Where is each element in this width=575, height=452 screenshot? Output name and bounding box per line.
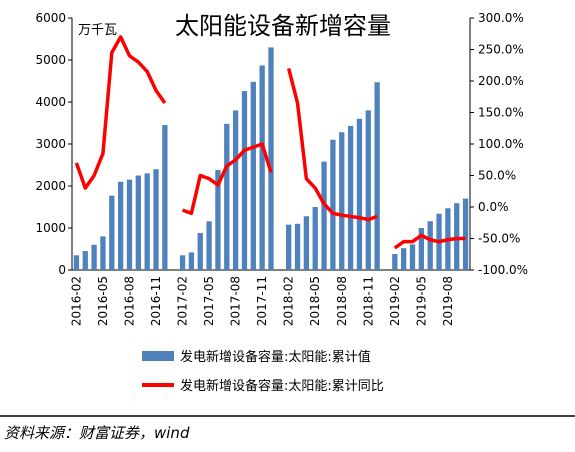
bar xyxy=(82,251,88,270)
bar xyxy=(268,47,274,271)
x-tick-label: 2019-08 xyxy=(441,276,455,326)
bar xyxy=(409,244,416,270)
bar xyxy=(294,223,301,270)
x-tick-label: 2018-08 xyxy=(335,276,349,326)
bar xyxy=(259,65,265,271)
bar xyxy=(392,254,398,270)
y-tick-label: 6000 xyxy=(35,11,66,25)
bar xyxy=(241,91,248,270)
x-tick-label: 2019-02 xyxy=(388,276,402,326)
x-tick-label: 2018-05 xyxy=(308,276,322,326)
bar xyxy=(162,125,168,270)
bar xyxy=(356,118,363,270)
line xyxy=(74,35,466,250)
bar xyxy=(330,139,336,270)
bar xyxy=(117,181,124,270)
bar xyxy=(197,233,203,270)
bar xyxy=(462,198,469,270)
legend-label: 发电新增设备容量:太阳能:累计同比 xyxy=(180,378,384,394)
bar xyxy=(188,252,195,270)
bar xyxy=(303,216,310,270)
bar xyxy=(286,224,292,270)
y2-tick-label: -100.0% xyxy=(478,263,528,277)
bar xyxy=(250,81,256,270)
bar xyxy=(73,255,80,270)
chart-title: 太阳能设备新增容量 xyxy=(175,12,391,40)
x-tick-label: 2017-08 xyxy=(229,276,243,326)
bar xyxy=(232,110,239,271)
y2-tick-label: 250.0% xyxy=(478,43,524,57)
legend-label: 发电新增设备容量:太阳能:累计值 xyxy=(180,349,371,365)
y-tick-label: 3000 xyxy=(35,137,66,151)
bar xyxy=(347,125,354,270)
y-tick-label: 4000 xyxy=(35,95,66,109)
y-tick-label: 1000 xyxy=(35,221,66,235)
bar xyxy=(215,170,221,270)
bar xyxy=(374,82,380,270)
x-tick-label: 2016-11 xyxy=(149,276,163,326)
source: 资料来源：财富证券，wind xyxy=(4,424,190,442)
bar xyxy=(153,169,159,270)
bar xyxy=(126,179,133,270)
bar xyxy=(339,132,345,270)
x-tick-label: 2016-02 xyxy=(69,276,83,326)
unit-label: 万千瓦 xyxy=(78,23,117,38)
bar xyxy=(91,244,97,270)
x-tick-label: 2017-05 xyxy=(202,276,216,326)
bar xyxy=(100,236,106,270)
bar xyxy=(135,175,141,270)
bar xyxy=(365,110,371,271)
bar xyxy=(427,221,433,270)
bar xyxy=(454,203,460,270)
bar xyxy=(224,123,230,270)
y-tick-label: 5000 xyxy=(35,53,66,67)
bar xyxy=(401,248,407,270)
x-tick-label: 2016-05 xyxy=(96,276,110,326)
bar xyxy=(109,195,115,270)
bar xyxy=(206,221,212,270)
bar xyxy=(418,228,425,270)
bar xyxy=(321,161,327,270)
bar xyxy=(179,255,186,270)
legend-swatch xyxy=(142,351,174,361)
x-tick-label: 2018-11 xyxy=(361,276,375,326)
bar xyxy=(312,207,318,270)
x-tick-label: 2016-08 xyxy=(122,276,136,326)
y2-tick-label: 150.0% xyxy=(478,106,524,120)
y2-tick-label: 300.0% xyxy=(478,11,524,25)
y2-tick-label: 50.0% xyxy=(478,169,516,183)
y2-tick-label: 200.0% xyxy=(478,74,524,88)
y-tick-label: 0 xyxy=(58,263,66,277)
x-tick-label: 2017-02 xyxy=(176,276,190,326)
bar xyxy=(144,173,150,270)
y2-tick-label: 100.0% xyxy=(478,137,524,151)
y2-tick-label: -50.0% xyxy=(478,232,520,246)
y2-tick-label: 0.0% xyxy=(478,200,509,214)
x-tick-label: 2017-11 xyxy=(255,276,269,326)
x-tick-label: 2018-02 xyxy=(282,276,296,326)
x-tick-label: 2019-05 xyxy=(414,276,428,326)
y-tick-label: 2000 xyxy=(35,179,66,193)
